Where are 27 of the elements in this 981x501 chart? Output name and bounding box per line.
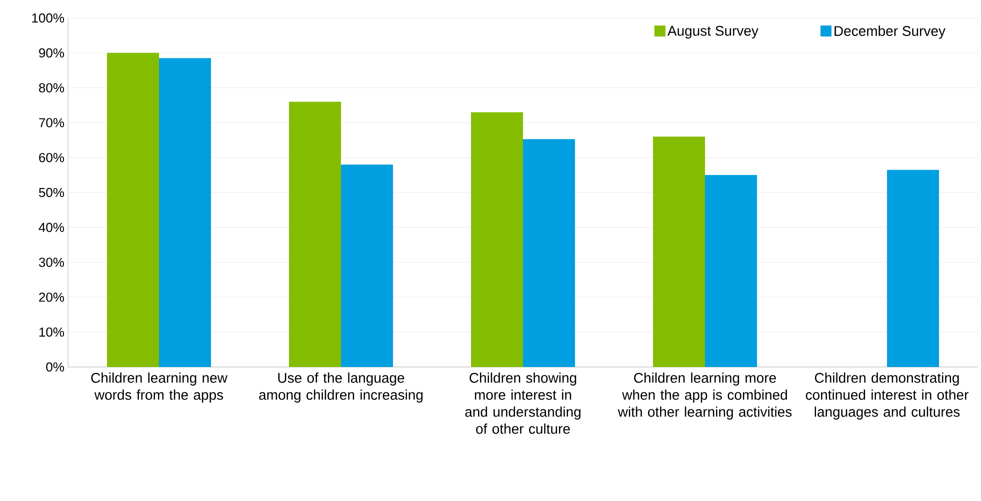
- x-tick-label: Children demonstrating continued interest in other languages and cultures: [806, 372, 968, 420]
- y-tick-label: 60%: [39, 152, 64, 162]
- y-tick-label: 40%: [38, 222, 64, 232]
- bar: [107, 52, 160, 367]
- y-tick-label: 0%: [46, 362, 64, 372]
- y-tick-label: 10%: [39, 327, 64, 337]
- x-tick-label: Children learning more when the app is combined with other learning activities: [618, 372, 792, 420]
- y-tick-label: 80%: [39, 83, 64, 92]
- bar: [705, 175, 758, 367]
- bar: [523, 139, 576, 367]
- y-tick-label: 70%: [39, 118, 64, 128]
- legend-label: August Survey: [667, 26, 758, 39]
- y-tick-label: 100%: [32, 13, 64, 23]
- bar: [341, 164, 394, 367]
- y-tick-label: 50%: [38, 188, 64, 198]
- x-tick-label: Children showing more interest in and understanding of other culture: [465, 372, 580, 434]
- x-tick-label: Children learning new words from the apps: [91, 372, 228, 403]
- bar: [653, 136, 706, 367]
- bar: [289, 102, 342, 367]
- y-tick-label: 20%: [39, 292, 64, 302]
- legend-label: December Survey: [834, 26, 946, 39]
- bar: [471, 112, 524, 367]
- y-tick-label: 90%: [39, 48, 64, 58]
- y-tick-label: 30%: [38, 258, 64, 267]
- x-tick-label: Use of the language among children increasing: [259, 372, 423, 403]
- bar: [887, 170, 940, 367]
- bar: [159, 58, 212, 367]
